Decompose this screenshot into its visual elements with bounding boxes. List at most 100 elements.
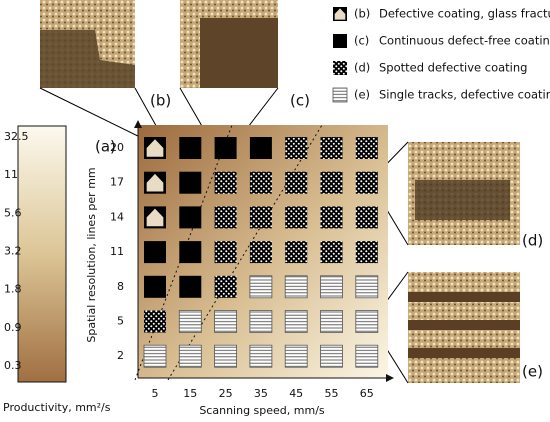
symbol-d (214, 241, 237, 264)
colorbar-label: Productivity, mm²/s (3, 401, 111, 414)
micrograph-c (179, 0, 279, 141)
y-tick-label: 5 (117, 315, 124, 328)
symbol-e (284, 344, 308, 368)
symbol-triangle (146, 173, 164, 192)
y-axis-label: Spatial resolution, lines per mm (85, 167, 98, 342)
symbol-e (178, 310, 202, 333)
panel-label: (d) (522, 232, 543, 250)
symbol-e (284, 275, 308, 299)
x-tick-label: 65 (360, 387, 374, 400)
y-tick-label: 14 (110, 210, 124, 223)
symbol-e (355, 310, 379, 333)
x-tick-label: 15 (183, 387, 197, 400)
legend-key: (c) (354, 34, 369, 48)
legend-label: Single tracks, defective coating (379, 88, 550, 102)
symbol-d (144, 310, 166, 333)
symbol-d (285, 137, 308, 159)
symbol-d (320, 171, 343, 194)
x-tick-label: 25 (219, 387, 233, 400)
symbol-c (214, 137, 237, 159)
y-tick-label: 8 (117, 280, 124, 293)
colorbar-tick-label: 3.2 (4, 245, 22, 258)
y-tick-label: 11 (110, 245, 124, 258)
colorbar-tick-label: 5.6 (4, 206, 22, 219)
colorbar-tick-label: 1.8 (4, 283, 22, 296)
legend-key: (e) (354, 88, 370, 102)
symbol-e (355, 344, 379, 368)
symbol-e (284, 310, 308, 333)
symbol-d (249, 171, 272, 194)
symbol-e (355, 275, 379, 299)
colorbar-tick-label: 0.3 (4, 359, 22, 372)
symbol-c (179, 171, 202, 194)
symbol-c (179, 137, 202, 159)
x-axis-label: Scanning speed, mm/s (199, 404, 325, 417)
symbol-d (214, 275, 237, 298)
symbol-b (144, 171, 166, 194)
legend-label: Continuous defect-free coating (379, 34, 550, 48)
y-tick-label: 2 (117, 349, 124, 362)
colorbar-tick-label: 11 (4, 168, 18, 181)
colorbar (17, 125, 67, 383)
symbol-d (249, 241, 272, 264)
symbol-triangle (146, 139, 164, 157)
symbol-c (144, 241, 166, 264)
symbol-d (285, 241, 308, 264)
symbol-d (285, 171, 308, 194)
symbol-c (179, 206, 202, 229)
symbol-b (144, 206, 166, 229)
symbol-b (333, 7, 347, 21)
x-tick-label: 45 (289, 387, 303, 400)
symbol-d (333, 61, 347, 75)
symbol-d (249, 206, 272, 229)
legend-label: Spotted defective coating (379, 61, 527, 75)
colorbar-tick-label: 0.9 (4, 321, 22, 334)
symbol-e (332, 87, 348, 103)
legend-label: Defective coating, glass fracturing (379, 7, 550, 21)
chart-label: (a) (95, 138, 116, 156)
symbol-b (144, 137, 166, 159)
x-tick-label: 55 (325, 387, 339, 400)
colorbar-tick-label: 32.5 (4, 130, 29, 143)
symbol-d (320, 137, 343, 159)
symbol-d (320, 241, 343, 264)
symbol-c (333, 34, 347, 48)
panel-label: (b) (150, 92, 171, 110)
symbol-e (320, 275, 343, 299)
legend-key: (b) (354, 7, 370, 21)
symbol-e (143, 344, 167, 368)
micrograph-e (377, 271, 520, 384)
y-tick-label: 17 (110, 176, 124, 189)
symbol-e (320, 310, 343, 333)
symbol-d (355, 171, 378, 194)
panel-label: (c) (290, 92, 310, 110)
x-tick-label: 35 (254, 387, 268, 400)
x-tick-label: 5 (152, 387, 159, 400)
symbol-e (214, 310, 238, 333)
y-tick-label: 20 (110, 141, 124, 154)
symbol-c (144, 275, 166, 298)
symbol-d (285, 206, 308, 229)
symbol-triangle (146, 208, 164, 227)
symbol-e (214, 344, 238, 368)
symbol-e (249, 275, 273, 299)
panel-label: (e) (522, 363, 543, 381)
symbol-d (320, 206, 343, 229)
symbol-c (179, 275, 202, 298)
symbol-e (178, 344, 202, 368)
symbol-d (214, 206, 237, 229)
legend-key: (d) (354, 61, 370, 75)
symbol-d (355, 137, 378, 159)
symbol-triangle (334, 8, 346, 20)
symbol-c (179, 241, 202, 264)
symbol-e (320, 344, 343, 368)
symbol-d (355, 206, 378, 229)
symbol-e (249, 310, 273, 333)
micrograph-b (39, 0, 165, 141)
micrograph-d (377, 141, 520, 246)
symbol-e (249, 344, 273, 368)
symbol-d (355, 241, 378, 264)
symbol-c (249, 137, 272, 159)
symbol-d (214, 171, 237, 194)
